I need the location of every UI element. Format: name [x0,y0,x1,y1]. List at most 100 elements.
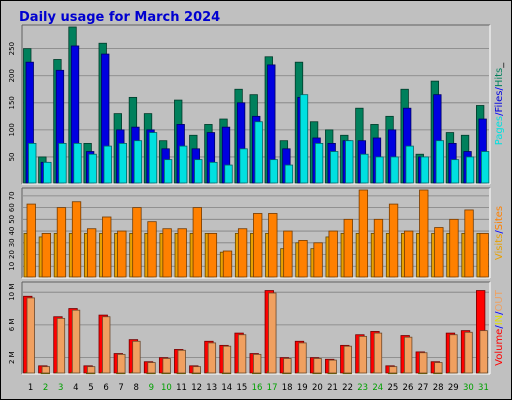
hits-bar-pages [254,121,263,184]
volume-bar-out [283,358,292,374]
hits-bar-pages [43,161,52,184]
day-label: 30 [463,383,474,393]
legend-volume-part: Volume [494,329,505,366]
legend-hits-part: Files [494,91,505,113]
legend-visits-part: Visits [494,234,505,261]
hits-bar-pages [239,148,248,184]
day-label: 25 [387,383,398,393]
hits-bar-pages [224,164,233,184]
day-label: 7 [118,383,123,393]
legend-volume: Volume/IN/OUT [494,289,505,366]
tick-label-visits: 50 [8,215,16,224]
volume-bar-out [132,340,141,374]
visits-bar-sites [449,218,459,278]
volume-bar-out [56,317,66,374]
hits-bar-pages [330,151,339,184]
hits-bar-pages [88,153,97,184]
hits-bar-pages [118,142,127,184]
hits-bar-pages [209,161,218,184]
day-label: 29 [448,383,459,393]
tick-label-visits: 20 [8,250,16,259]
legend-hits: Pages/Files/Hits_ [494,62,505,146]
day-label: 15 [236,383,247,393]
day-label: 20 [312,383,323,393]
day-label: 13 [206,383,217,393]
tick-label-volume: 6 M [8,319,16,332]
tick-label-visits: 70 [8,191,16,200]
legend-hits-part: / [494,87,505,91]
volume-bar-out [86,366,96,374]
hits-bar-pages [299,94,309,184]
legend-hits-part: / [494,112,505,116]
day-label: 17 [267,383,278,393]
tick-label-hits: 100 [8,123,16,136]
legend-hits-part: _ [494,62,505,69]
hits-bar-pages [450,159,460,184]
tick-label-volume: 2 M [8,351,16,364]
volume-bar-out [237,334,247,374]
volume-bar-out [419,352,428,374]
day-label: 3 [58,383,63,393]
hits-bar-pages [375,156,384,184]
hits-bar-pages [103,145,112,184]
day-label: 4 [73,383,78,393]
hits-bar-pages [179,145,188,184]
volume-bar-out [434,362,443,374]
volume-bar-out [177,349,186,374]
volume-bar-out [298,342,307,374]
visits-bar-sites [41,233,51,278]
day-label: 6 [103,383,108,393]
visits-bar-sites [358,189,369,278]
hits-bar-pages [420,156,429,184]
hits-bar-pages [133,140,143,184]
hits-bar-pages [73,142,82,184]
visits-bar-sites [283,230,293,278]
visits-bar-sites [479,233,489,278]
day-label: 22 [342,383,353,393]
volume-bar-out [207,342,217,374]
tick-label-hits: 50 [8,152,16,161]
volume-bar-out [268,292,277,374]
hits-bar-pages [465,156,475,184]
volume-bar-out [373,332,383,374]
series-sites [26,189,489,278]
day-label: 2 [43,383,48,393]
day-label: 18 [282,383,293,393]
volume-bar-out [449,334,458,374]
tick-label-hits: 250 [8,42,16,55]
visits-bar-sites [419,189,429,278]
volume-bar-out [117,353,126,374]
series-out [26,292,488,374]
day-label: 31 [478,383,489,393]
visits-bar-sites [117,230,127,278]
visits-bar-sites [56,207,67,278]
visits-bar-sites [268,213,278,278]
day-label: 11 [176,383,187,393]
day-label: 12 [191,383,202,393]
day-label: 23 [357,383,368,393]
legend-volume-part: IN [494,315,505,325]
visits-bar-sites [162,228,172,278]
tick-label-visits: 40 [8,227,16,236]
visits-bar-sites [464,209,474,278]
visits-bar-sites [207,233,218,278]
day-label: 24 [372,383,383,393]
panel-hits: 50 100 150 200 250 [8,24,491,185]
panel-visits: 10 20 30 40 50 60 70 [8,187,491,279]
legend-volume-part: OUT [494,289,505,311]
chart-title: Daily usage for March 2024 [19,10,220,25]
volume-bar-out [222,345,232,374]
hits-bar-pages [345,140,354,184]
day-label: 5 [88,383,93,393]
visits-bar-sites [102,216,112,278]
visits-bar-sites [388,203,399,278]
hits-bar-pages [284,164,294,184]
visits-bar-sites [132,207,142,278]
volume-bar-out [358,335,368,374]
volume-bar-out [404,336,413,374]
hits-bar-pages [269,159,278,184]
visits-bar-sites [343,218,353,278]
visits-bar-sites [404,230,414,278]
volume-bar-out [479,330,488,374]
visits-bar-sites [86,228,97,278]
